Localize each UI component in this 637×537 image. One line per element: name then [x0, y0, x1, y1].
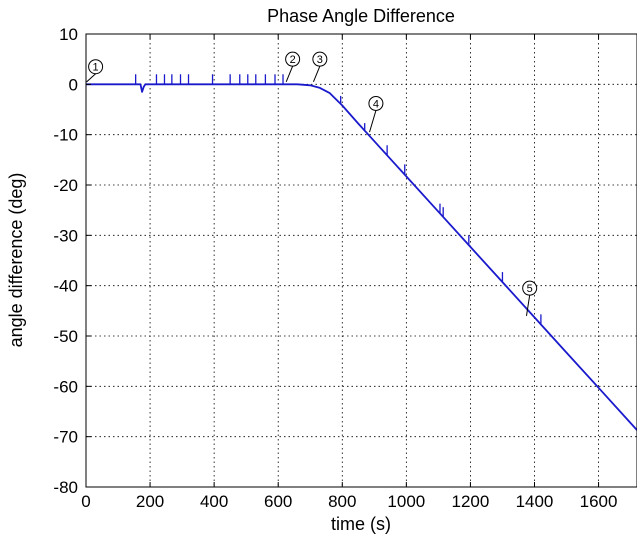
y-tick-label: 10 — [59, 25, 78, 44]
y-axis-label: angle difference (deg) — [6, 173, 26, 348]
x-tick-label: 800 — [328, 492, 356, 511]
marker-circle — [88, 59, 104, 75]
marker-label: 1 — [93, 62, 99, 74]
x-tick-label: 1200 — [452, 492, 490, 511]
y-tick-label: -10 — [53, 126, 78, 145]
y-tick-label: -80 — [53, 478, 78, 497]
marker-label: 5 — [527, 283, 533, 295]
marker-leader — [312, 65, 321, 83]
marker-circle — [522, 280, 538, 296]
event-markers: 1 2 3 4 5 — [86, 51, 538, 316]
x-tick-label: 0 — [81, 492, 90, 511]
x-tick-label: 1400 — [516, 492, 554, 511]
y-tick-label: -20 — [53, 176, 78, 195]
y-tick-label: -60 — [53, 377, 78, 396]
marker-label: 2 — [290, 54, 296, 66]
y-tick-label: -30 — [53, 226, 78, 245]
x-tick-label: 1600 — [580, 492, 618, 511]
marker-leader — [285, 65, 294, 83]
marker-circle — [312, 51, 328, 67]
y-tick-label: 0 — [69, 75, 78, 94]
marker-label: 4 — [373, 98, 379, 110]
y-tick-label: -70 — [53, 428, 78, 447]
x-tick-label: 600 — [264, 492, 292, 511]
y-tick-label: -50 — [53, 327, 78, 346]
marker-circle — [285, 51, 301, 67]
marker-leader — [369, 110, 377, 133]
series-line — [86, 83, 637, 431]
chart-title: Phase Angle Difference — [267, 6, 455, 26]
plot-frame — [85, 33, 637, 488]
marker-leader — [525, 295, 531, 316]
x-axis-label: time (s) — [331, 514, 391, 534]
marker-leader — [86, 73, 96, 83]
grid-lines — [86, 34, 637, 487]
x-tick-label: 200 — [136, 492, 164, 511]
x-tick-label: 400 — [200, 492, 228, 511]
axis-ticks: 0 200 400 600 800 1000 1200 1400 1600 10 0 -10 -20 -3… — [53, 25, 617, 511]
marker-label: 3 — [317, 54, 323, 66]
data-series — [86, 74, 637, 431]
y-tick-label: -40 — [53, 277, 78, 296]
marker-circle — [368, 95, 384, 111]
x-tick-label: 1000 — [387, 492, 425, 511]
